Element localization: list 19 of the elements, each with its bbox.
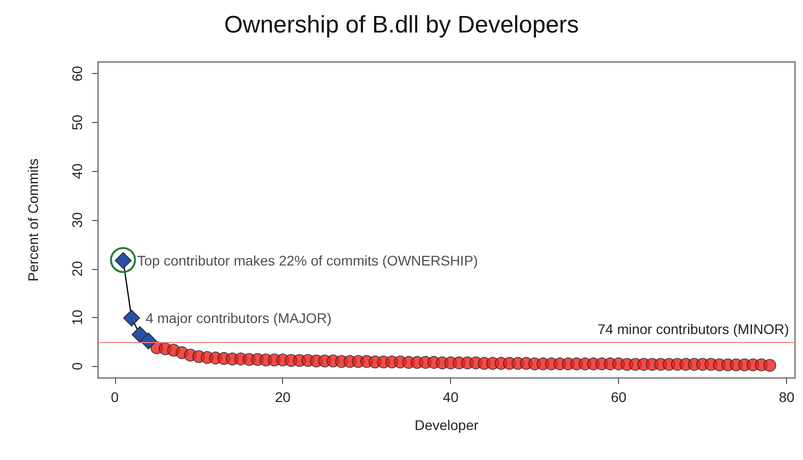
- point: [123, 310, 140, 326]
- y-tick-label: 60: [69, 66, 85, 82]
- chart-title: Ownership of B.dll by Developers: [224, 12, 579, 38]
- annotation: Top contributor makes 22% of commits (OWNERSHIP): [137, 252, 478, 268]
- x-tick-label: 0: [110, 389, 119, 405]
- x-axis-title: Developer: [414, 417, 479, 433]
- y-tick-label: 10: [69, 310, 85, 326]
- ref-line-label: 74 minor contributors (MINOR): [598, 320, 789, 337]
- x-tick-label: 80: [778, 389, 795, 405]
- y-tick-label: 50: [69, 114, 85, 130]
- x-tick-label: 40: [442, 389, 459, 405]
- x-tick-label: 60: [610, 389, 627, 405]
- annotation: 4 major contributors (MAJOR): [146, 310, 332, 326]
- y-tick-label: 30: [69, 212, 85, 228]
- y-tick-label: 0: [69, 362, 85, 370]
- y-tick-label: 40: [69, 163, 85, 180]
- y-axis-title: Percent of Commits: [25, 158, 41, 282]
- y-tick-label: 20: [69, 260, 85, 277]
- x-tick-label: 20: [274, 389, 291, 405]
